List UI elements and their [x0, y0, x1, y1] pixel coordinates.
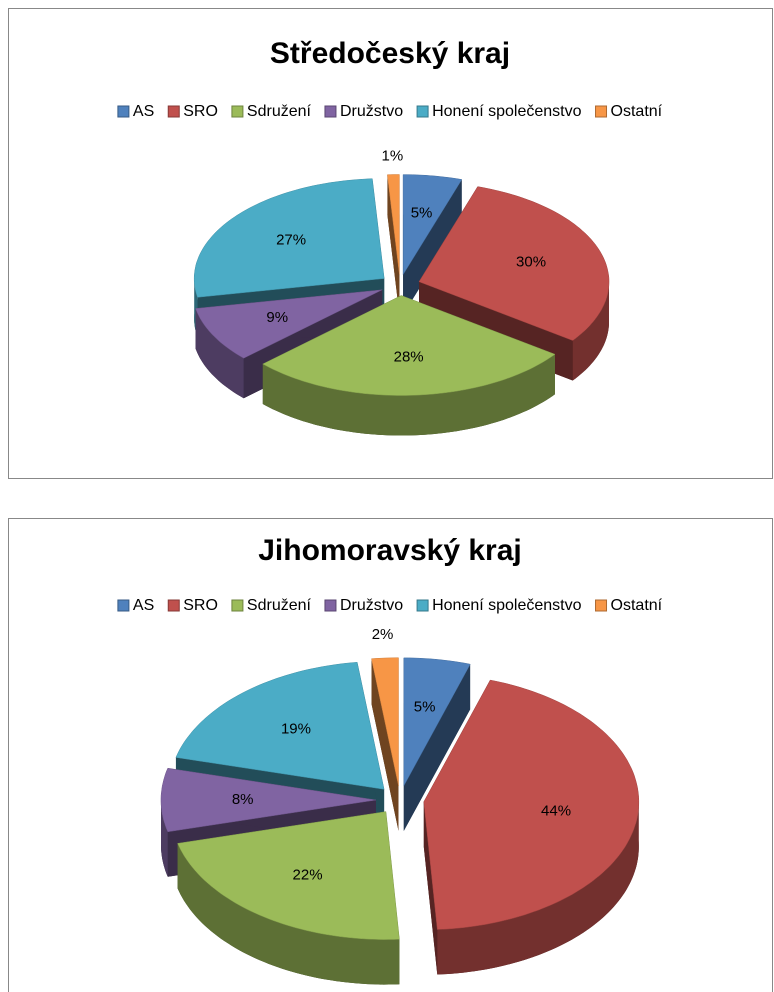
- slice: [371, 657, 399, 786]
- data-label: 22%: [293, 867, 323, 884]
- slice: [195, 289, 383, 359]
- data-label: 8%: [232, 791, 254, 808]
- legend-label: SRO: [183, 597, 218, 614]
- data-label: 9%: [266, 309, 288, 326]
- legend-label: Ostatní: [611, 103, 663, 120]
- legend-label: Sdružení: [247, 597, 312, 614]
- legend-swatch: [416, 105, 429, 118]
- slice-wall: [177, 843, 400, 985]
- slice: [418, 186, 610, 341]
- legend-label: Družstvo: [340, 597, 403, 614]
- legend-swatch: [117, 599, 130, 612]
- slice-3d: [423, 679, 640, 975]
- legend-label: SRO: [183, 103, 218, 120]
- slice: [177, 811, 400, 940]
- data-label: 2%: [372, 626, 394, 643]
- slice-wall: [195, 308, 244, 399]
- data-label: 27%: [276, 232, 306, 249]
- slice: [160, 767, 377, 833]
- data-label: 1%: [381, 148, 403, 165]
- legend-label: Družstvo: [340, 103, 403, 120]
- slice-3d: [403, 657, 471, 831]
- slice-side: [423, 801, 438, 975]
- legend-swatch: [167, 599, 180, 612]
- slice-3d: [262, 295, 556, 436]
- chart: Jihomoravský kraj AS SRO Sdružení Družstvo Ho…: [8, 518, 773, 992]
- data-label: 28%: [394, 348, 424, 365]
- data-label: 30%: [516, 254, 546, 271]
- legend-swatch: [167, 105, 180, 118]
- chart-title: Jihomoravský kraj: [258, 534, 521, 567]
- legend: AS SRO Sdružení Družstvo Honení společenstvo…: [117, 597, 663, 614]
- slice-wall: [262, 354, 555, 436]
- slice-side: [371, 658, 399, 831]
- slice: [423, 679, 640, 930]
- legend-swatch: [595, 105, 608, 118]
- legend-swatch: [231, 105, 244, 118]
- legend-label: AS: [133, 597, 154, 614]
- chart: Středočeský kraj AS SRO Sdružení Družstvo Hon…: [8, 8, 773, 479]
- slice-side: [403, 179, 462, 315]
- slice-wall: [161, 800, 168, 877]
- legend-label: Sdružení: [247, 103, 312, 120]
- slice: [403, 657, 471, 787]
- slice-3d: [371, 657, 399, 831]
- legend-swatch: [324, 599, 337, 612]
- slice: [402, 174, 463, 276]
- slice: [193, 178, 385, 298]
- slice-wall: [572, 281, 609, 381]
- pie: [193, 174, 610, 436]
- data-label: 44%: [541, 803, 571, 820]
- data-label: 5%: [411, 204, 433, 221]
- slice: [387, 174, 400, 275]
- legend-swatch: [117, 105, 130, 118]
- slice-3d: [387, 174, 400, 315]
- slice: [262, 295, 556, 396]
- legend-label: Ostatní: [611, 597, 663, 614]
- legend-swatch: [595, 599, 608, 612]
- data-label: 19%: [281, 721, 311, 738]
- slice-3d: [177, 811, 400, 985]
- legend: AS SRO Sdružení Družstvo Honení společenstvo…: [117, 103, 663, 120]
- slice: [175, 662, 385, 790]
- slice-side: [387, 174, 400, 315]
- legend-swatch: [231, 599, 244, 612]
- pie: [160, 657, 640, 985]
- legend-label: AS: [133, 103, 154, 120]
- data-label: 5%: [414, 698, 436, 715]
- legend-label: Honení společenstvo: [432, 103, 582, 120]
- chart-title: Středočeský kraj: [270, 37, 510, 70]
- slice-side: [403, 664, 471, 831]
- legend-swatch: [324, 105, 337, 118]
- slice-wall: [437, 801, 639, 975]
- legend-label: Honení společenstvo: [432, 597, 582, 614]
- legend-swatch: [416, 599, 429, 612]
